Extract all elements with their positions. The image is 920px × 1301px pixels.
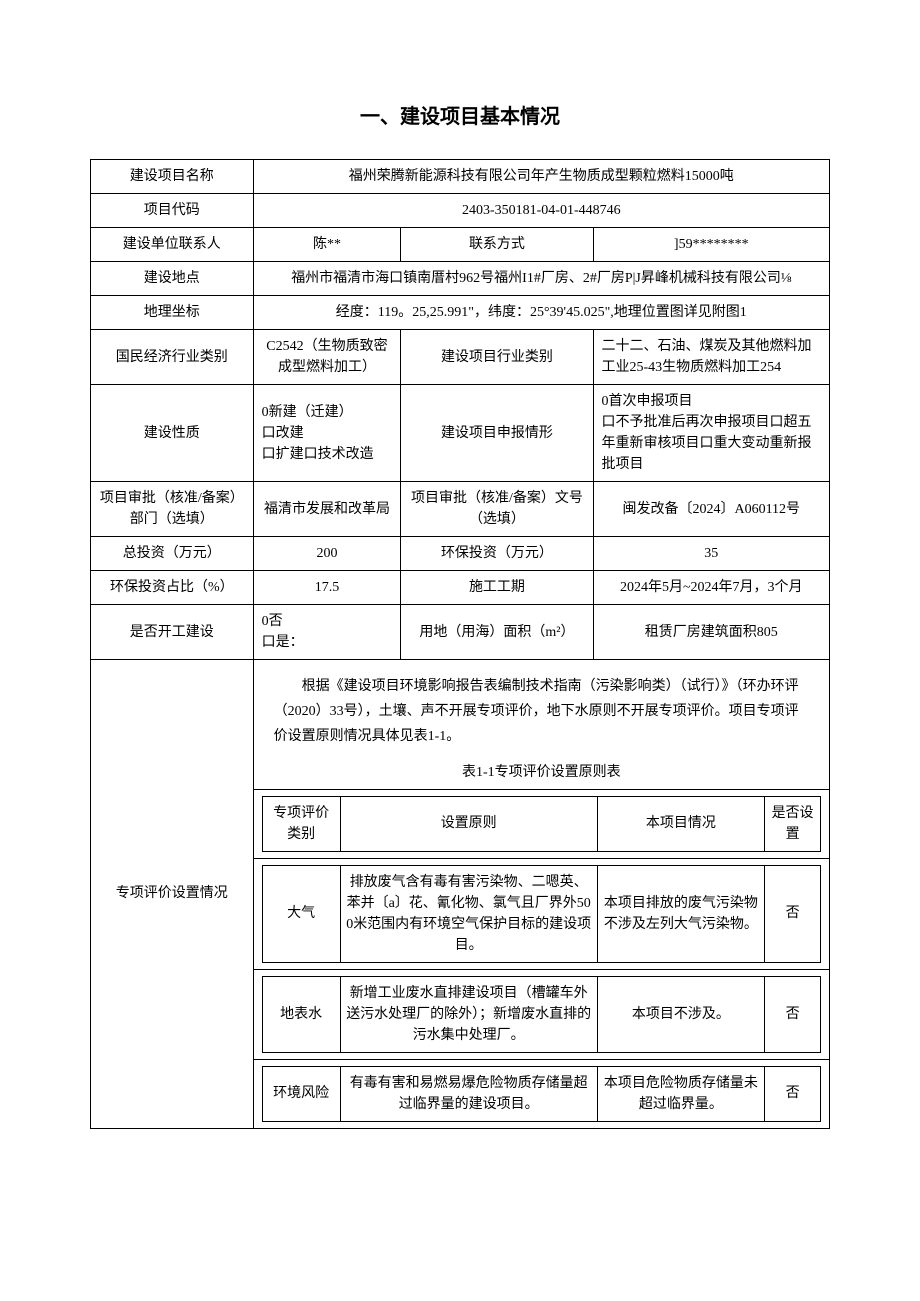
inner-cat: 环境风险 bbox=[262, 1066, 340, 1121]
table-row: 地理坐标 经度：119。25,25.991"，纬度：25°39'45.025",… bbox=[91, 296, 830, 330]
label-location: 建设地点 bbox=[91, 262, 254, 296]
label-coords: 地理坐标 bbox=[91, 296, 254, 330]
value-env-invest: 35 bbox=[593, 537, 830, 571]
table-row: 项目审批（核准/备案）部门（选填） 福清市发展和改革局 项目审批（核准/备案）文… bbox=[91, 482, 830, 537]
label-project-industry: 建设项目行业类别 bbox=[401, 330, 593, 385]
label-started: 是否开工建设 bbox=[91, 605, 254, 660]
value-contact-person: 陈** bbox=[253, 228, 401, 262]
value-project-industry: 二十二、石油、煤炭及其他燃料加工业25-43生物质燃料加工254 bbox=[593, 330, 830, 385]
label-project-code: 项目代码 bbox=[91, 194, 254, 228]
value-approval-no: 闽发改备〔2024〕A060112号 bbox=[593, 482, 830, 537]
inner-cat: 大气 bbox=[262, 865, 340, 962]
label-env-ratio: 环保投资占比（%） bbox=[91, 571, 254, 605]
value-land-area: 租赁厂房建筑面积805 bbox=[593, 605, 830, 660]
label-contact-method: 联系方式 bbox=[401, 228, 593, 262]
inner-situ: 本项目危险物质存储量未超过临界量。 bbox=[597, 1066, 765, 1121]
inner-h-cat: 专项评价类别 bbox=[262, 796, 340, 851]
value-declare-form: 0首次申报项目 口不予批准后再次申报项目口超五年重新审核项目口重大变动重新报批项… bbox=[593, 385, 830, 482]
inner-rule: 有毒有害和易燃易爆危险物质存储量超过临界量的建设项目。 bbox=[340, 1066, 597, 1121]
value-build-nature: 0新建（迁建） 口改建 口扩建口技术改造 bbox=[253, 385, 401, 482]
table-row: 环保投资占比（%） 17.5 施工工期 2024年5月~2024年7月，3个月 bbox=[91, 571, 830, 605]
value-coords: 经度：119。25,25.991"，纬度：25°39'45.025",地理位置图… bbox=[253, 296, 829, 330]
inner-set: 否 bbox=[765, 976, 821, 1052]
label-approval-no: 项目审批（核准/备案）文号（选填） bbox=[401, 482, 593, 537]
inner-table-caption: 表1-1专项评价设置原则表 bbox=[262, 762, 821, 783]
label-total-invest: 总投资（万元） bbox=[91, 537, 254, 571]
value-contact-method: ]59******** bbox=[593, 228, 830, 262]
value-project-code: 2403-350181-04-01-448746 bbox=[253, 194, 829, 228]
value-industry-class: C2542（生物质致密成型燃料加工） bbox=[253, 330, 401, 385]
inner-set: 否 bbox=[765, 865, 821, 962]
label-build-nature: 建设性质 bbox=[91, 385, 254, 482]
table-row: 建设性质 0新建（迁建） 口改建 口扩建口技术改造 建设项目申报情形 0首次申报… bbox=[91, 385, 830, 482]
label-declare-form: 建设项目申报情形 bbox=[401, 385, 593, 482]
value-project-name: 福州荣腾新能源科技有限公司年产生物质成型颗粒燃料15000吨 bbox=[253, 160, 829, 194]
inner-h-rule: 设置原则 bbox=[340, 796, 597, 851]
table-row: 专项评价设置情况 根据《建设项目环境影响报告表编制技术指南（污染影响类）（试行）… bbox=[91, 660, 830, 790]
label-period: 施工工期 bbox=[401, 571, 593, 605]
table-row: 是否开工建设 0否 口是： 用地（用海）面积（m²） 租赁厂房建筑面积805 bbox=[91, 605, 830, 660]
value-period: 2024年5月~2024年7月，3个月 bbox=[593, 571, 830, 605]
value-location: 福州市福清市海口镇南厝村962号福州I1#厂房、2#厂房P|J昇峰机械科技有限公… bbox=[253, 262, 829, 296]
label-project-name: 建设项目名称 bbox=[91, 160, 254, 194]
label-env-invest: 环保投资（万元） bbox=[401, 537, 593, 571]
inner-set: 否 bbox=[765, 1066, 821, 1121]
inner-h-set: 是否设置 bbox=[765, 796, 821, 851]
value-started: 0否 口是： bbox=[253, 605, 401, 660]
inner-cat: 地表水 bbox=[262, 976, 340, 1052]
label-special-eval: 专项评价设置情况 bbox=[91, 660, 254, 1129]
page-title: 一、建设项目基本情况 bbox=[90, 100, 830, 129]
inner-situ: 本项目排放的废气污染物不涉及左列大气污染物。 bbox=[597, 865, 765, 962]
inner-situ: 本项目不涉及。 bbox=[597, 976, 765, 1052]
inner-rule: 新增工业废水直排建设项目（槽罐车外送污水处理厂的除外）；新增废水直排的污水集中处… bbox=[340, 976, 597, 1052]
special-eval-intro: 根据《建设项目环境影响报告表编制技术指南（污染影响类）（试行）》（环办环评（20… bbox=[262, 666, 821, 758]
table-row: 建设项目名称 福州荣腾新能源科技有限公司年产生物质成型颗粒燃料15000吨 bbox=[91, 160, 830, 194]
value-approval-dept: 福清市发展和改革局 bbox=[253, 482, 401, 537]
table-row: 建设地点 福州市福清市海口镇南厝村962号福州I1#厂房、2#厂房P|J昇峰机械… bbox=[91, 262, 830, 296]
table-row: 总投资（万元） 200 环保投资（万元） 35 bbox=[91, 537, 830, 571]
label-land-area: 用地（用海）面积（m²） bbox=[401, 605, 593, 660]
table-row: 国民经济行业类别 C2542（生物质致密成型燃料加工） 建设项目行业类别 二十二… bbox=[91, 330, 830, 385]
basic-info-table: 建设项目名称 福州荣腾新能源科技有限公司年产生物质成型颗粒燃料15000吨 项目… bbox=[90, 159, 830, 1129]
inner-h-situ: 本项目情况 bbox=[597, 796, 765, 851]
label-industry-class: 国民经济行业类别 bbox=[91, 330, 254, 385]
table-row: 项目代码 2403-350181-04-01-448746 bbox=[91, 194, 830, 228]
label-approval-dept: 项目审批（核准/备案）部门（选填） bbox=[91, 482, 254, 537]
value-total-invest: 200 bbox=[253, 537, 401, 571]
inner-rule: 排放废气含有毒有害污染物、二嗯英、苯并〔a〕花、氰化物、氯气且厂界外500米范围… bbox=[340, 865, 597, 962]
table-row: 建设单位联系人 陈** 联系方式 ]59******** bbox=[91, 228, 830, 262]
value-env-ratio: 17.5 bbox=[253, 571, 401, 605]
label-contact-person: 建设单位联系人 bbox=[91, 228, 254, 262]
inner-table: 专项评价类别 设置原则 本项目情况 是否设置 bbox=[262, 796, 821, 852]
